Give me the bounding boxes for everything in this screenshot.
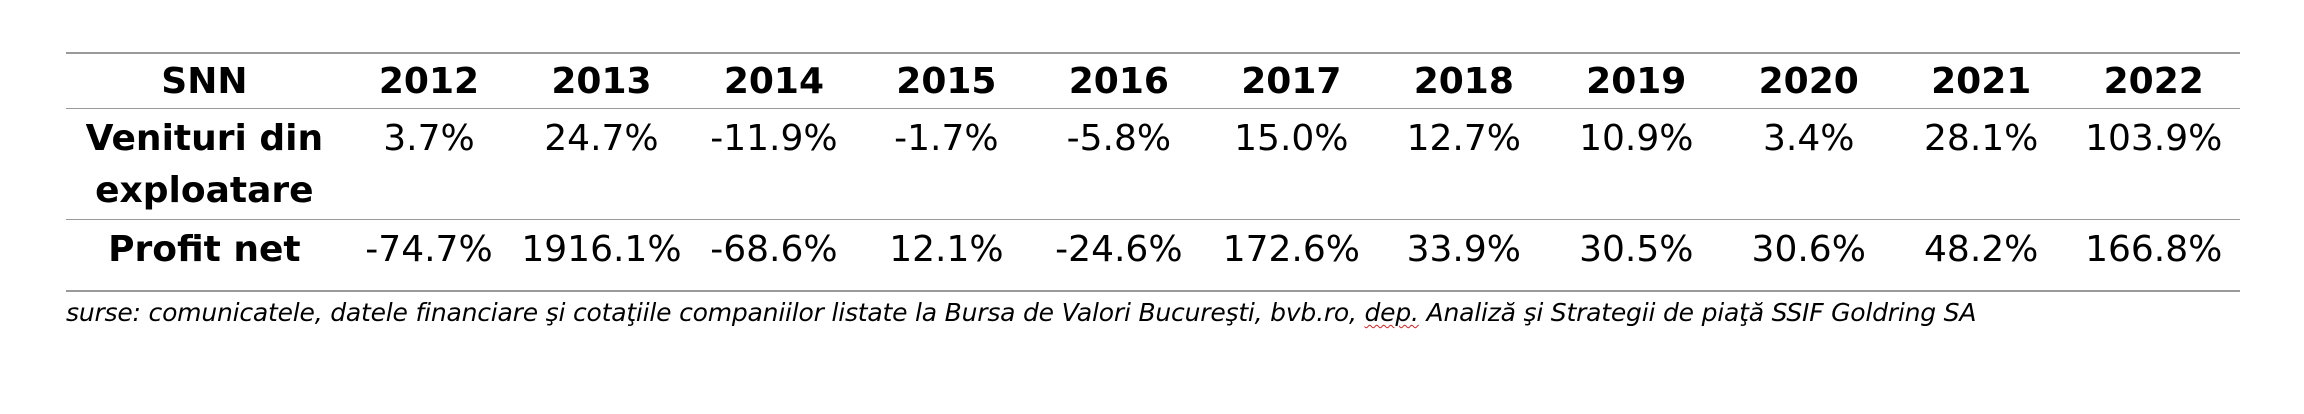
table-cell: 10.9% — [1550, 108, 1723, 220]
header-row: SNN 2012 2013 2014 2015 2016 2017 2018 2… — [66, 53, 2240, 109]
table-cell: 15.0% — [1205, 108, 1378, 220]
table-cell: 30.6% — [1751, 229, 1866, 270]
company-label: SNN — [66, 53, 343, 109]
year-header: 2022 — [2067, 53, 2240, 109]
table-cell: 172.6% — [1222, 229, 1360, 270]
year-header: 2018 — [1377, 53, 1551, 109]
table-cell: 3.4% — [1722, 108, 1895, 220]
table-cell: 30.5% — [1579, 229, 1694, 270]
year-header: 2016 — [1032, 53, 1206, 109]
row-label: Venituri din exploatare — [66, 108, 343, 220]
table-row-net-profit: Profit net -74.7% 1916.1% -68.6% 12.1% -… — [66, 220, 2240, 292]
growth-table: SNN 2012 2013 2014 2015 2016 2017 2018 2… — [66, 52, 2240, 292]
table-row-operating-revenue: Venituri din exploatare 3.7% 24.7% -11.9… — [66, 108, 2240, 220]
table-cell: -68.6% — [710, 229, 838, 270]
table-cell: -11.9% — [687, 108, 861, 220]
table-cell: 12.7% — [1377, 108, 1551, 220]
table-cell: -5.8% — [1032, 108, 1206, 220]
row-label-line: exploatare — [95, 170, 314, 211]
year-header: 2013 — [515, 53, 688, 109]
year-header: 2014 — [687, 53, 861, 109]
year-header: 2021 — [1894, 53, 2068, 109]
year-header: 2019 — [1550, 53, 1723, 109]
source-text: Analiză şi Strategii de piaţă SSIF Goldr… — [1418, 298, 1977, 327]
year-header: 2020 — [1722, 53, 1895, 109]
table-cell: 33.9% — [1406, 229, 1521, 270]
table-cell: 166.8% — [2085, 229, 2223, 270]
table-cell: 12.1% — [889, 229, 1004, 270]
spellcheck-flagged-word: dep. — [1364, 298, 1419, 327]
table-cell: 48.2% — [1924, 229, 2039, 270]
table-cell: -1.7% — [860, 108, 1033, 220]
table-cell: 28.1% — [1894, 108, 2068, 220]
table-cell: 3.7% — [342, 108, 516, 220]
table-cell: 24.7% — [515, 108, 688, 220]
table-cell: -24.6% — [1055, 229, 1183, 270]
table-cell: -74.7% — [365, 229, 493, 270]
year-header: 2017 — [1205, 53, 1378, 109]
row-label-line: Venituri din — [85, 118, 324, 159]
year-header: 2015 — [860, 53, 1033, 109]
source-note: surse: comunicatele, datele financiare ş… — [66, 298, 1976, 327]
source-text: surse: comunicatele, datele financiare ş… — [66, 298, 1365, 327]
table-cell: 1916.1% — [521, 229, 682, 270]
row-label: Profit net — [108, 229, 301, 270]
year-header: 2012 — [342, 53, 516, 109]
table-cell: 103.9% — [2067, 108, 2240, 220]
